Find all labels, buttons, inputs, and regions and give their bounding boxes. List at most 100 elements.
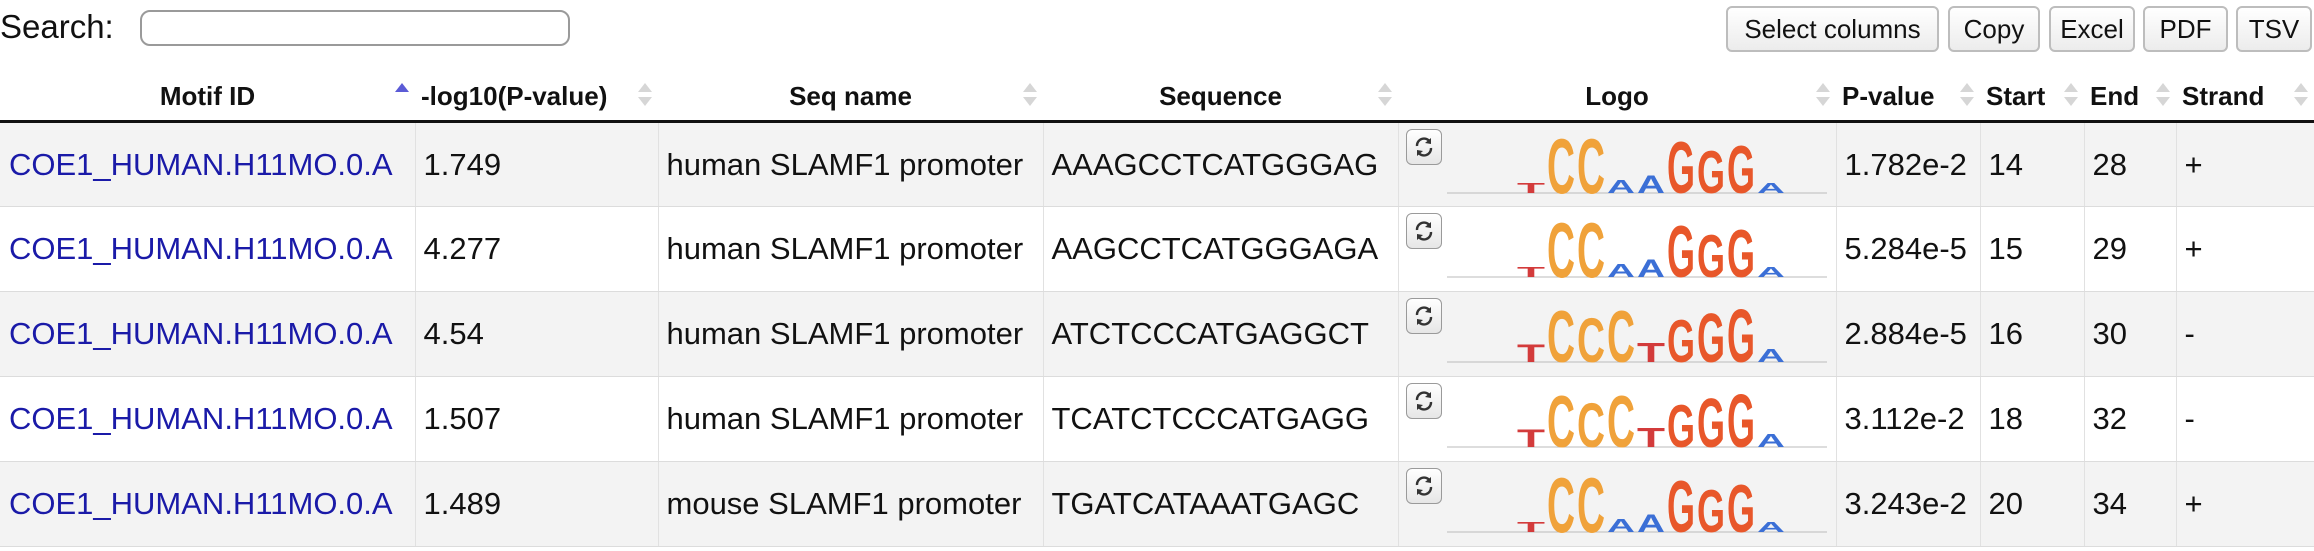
sort-icon: [1816, 83, 1830, 109]
seq-name-cell: mouse SLAMF1 promoter: [658, 461, 1044, 547]
sequence-cell: AAAGCCTCATGGGAG: [1043, 121, 1399, 207]
column-header-strand[interactable]: Strand: [2176, 72, 2314, 123]
svg-text:G: G: [1697, 223, 1725, 281]
sort-icon: [1378, 83, 1392, 109]
sort-icon: [2156, 83, 2170, 109]
svg-text:T: T: [1517, 264, 1545, 281]
svg-text:T: T: [1637, 337, 1665, 366]
start-cell: 16: [1980, 291, 2085, 377]
motif-id-link[interactable]: COE1_HUMAN.H11MO.0.A: [0, 291, 416, 377]
motif-id-link[interactable]: COE1_HUMAN.H11MO.0.A: [0, 461, 416, 547]
motif-id-link[interactable]: COE1_HUMAN.H11MO.0.A: [0, 206, 416, 292]
start-cell: 14: [1980, 121, 2085, 207]
refresh-icon[interactable]: [1405, 298, 1442, 334]
table-row: COE1_HUMAN.H11MO.0.A 1.749 human SLAMF1 pr…: [0, 121, 2314, 207]
column-header-logo[interactable]: Logo: [1398, 72, 1836, 123]
sort-icon: [2294, 83, 2308, 109]
svg-text:G: G: [1667, 308, 1695, 366]
end-cell: 32: [2084, 376, 2177, 462]
svg-text:C: C: [1607, 298, 1635, 366]
column-header-neglog10-pvalue[interactable]: -log10(P-value): [415, 72, 658, 123]
refresh-icon[interactable]: [1405, 468, 1442, 504]
column-header-label: Seq name: [789, 80, 912, 111]
column-header-label: Logo: [1585, 80, 1649, 111]
svg-text:G: G: [1727, 132, 1755, 197]
search-input[interactable]: [140, 10, 570, 46]
column-header-label: Motif ID: [159, 80, 256, 111]
svg-text:T: T: [1517, 519, 1545, 536]
column-header-seq-name[interactable]: Seq name: [658, 72, 1043, 123]
svg-text:A: A: [1607, 516, 1635, 536]
tsv-button[interactable]: TSV: [2236, 6, 2312, 52]
select-columns-button[interactable]: Select columns: [1726, 6, 1939, 52]
start-cell: 20: [1980, 461, 2085, 547]
column-header-motif-id[interactable]: Motif ID: [0, 72, 415, 123]
excel-button[interactable]: Excel: [2049, 6, 2135, 52]
sequence-cell: ATCTCCCATGAGGCT: [1043, 291, 1399, 377]
sequence-cell: TGATCATAAATGAGC: [1043, 461, 1399, 547]
copy-button[interactable]: Copy: [1948, 6, 2040, 52]
pdf-button[interactable]: PDF: [2143, 6, 2228, 52]
svg-text:A: A: [1757, 180, 1785, 197]
strand-cell: -: [2176, 291, 2314, 377]
svg-text:T: T: [1517, 425, 1545, 451]
neglog10-pvalue-cell: 1.749: [415, 121, 659, 207]
table-row: COE1_HUMAN.H11MO.0.A 1.507 human SLAMF1 pr…: [0, 376, 2314, 462]
motif-id-link[interactable]: COE1_HUMAN.H11MO.0.A: [0, 121, 416, 207]
sort-icon: [638, 83, 652, 109]
sort-icon: [2064, 83, 2078, 109]
svg-text:C: C: [1577, 213, 1605, 281]
refresh-icon[interactable]: [1405, 383, 1442, 419]
refresh-icon[interactable]: [1405, 129, 1442, 165]
svg-text:G: G: [1727, 216, 1755, 281]
svg-text:C: C: [1607, 383, 1635, 451]
column-header-label: -log10(P-value): [421, 80, 608, 111]
svg-text:C: C: [1547, 213, 1575, 281]
start-cell: 15: [1980, 206, 2085, 292]
seq-name-cell: human SLAMF1 promoter: [658, 376, 1044, 462]
svg-text:A: A: [1637, 255, 1665, 281]
column-header-end[interactable]: End: [2084, 72, 2176, 123]
sort-icon: [1960, 83, 1974, 109]
column-header-label: Sequence: [1159, 80, 1282, 111]
table-row: COE1_HUMAN.H11MO.0.A 4.54 human SLAMF1 pro…: [0, 291, 2314, 377]
svg-text:A: A: [1757, 431, 1785, 451]
svg-text:C: C: [1547, 383, 1575, 451]
strand-cell: +: [2176, 121, 2314, 207]
svg-text:C: C: [1577, 391, 1605, 451]
svg-text:G: G: [1667, 393, 1695, 451]
table-header-row: Motif ID -log10(P-value) Seq name Sequen…: [0, 72, 2314, 123]
svg-text:T: T: [1637, 422, 1665, 451]
pvalue-cell: 1.782e-2: [1836, 121, 1981, 207]
neglog10-pvalue-cell: 4.277: [415, 206, 659, 292]
svg-text:A: A: [1607, 261, 1635, 281]
refresh-icon[interactable]: [1405, 213, 1442, 249]
svg-text:G: G: [1697, 299, 1725, 366]
column-header-pvalue[interactable]: P-value: [1836, 72, 1980, 123]
strand-cell: -: [2176, 376, 2314, 462]
svg-text:G: G: [1727, 383, 1755, 451]
motif-id-link[interactable]: COE1_HUMAN.H11MO.0.A: [0, 376, 416, 462]
neglog10-pvalue-cell: 4.54: [415, 291, 659, 377]
svg-text:T: T: [1517, 340, 1545, 366]
pvalue-cell: 3.112e-2: [1836, 376, 1981, 462]
column-header-sequence[interactable]: Sequence: [1043, 72, 1398, 123]
column-header-start[interactable]: Start: [1980, 72, 2084, 123]
end-cell: 34: [2084, 461, 2177, 547]
pvalue-cell: 5.284e-5: [1836, 206, 1981, 292]
strand-cell: +: [2176, 206, 2314, 292]
neglog10-pvalue-cell: 1.507: [415, 376, 659, 462]
column-header-label: Start: [1986, 80, 2046, 111]
end-cell: 29: [2084, 206, 2177, 292]
sort-icon: [1023, 83, 1037, 109]
neglog10-pvalue-cell: 1.489: [415, 461, 659, 547]
